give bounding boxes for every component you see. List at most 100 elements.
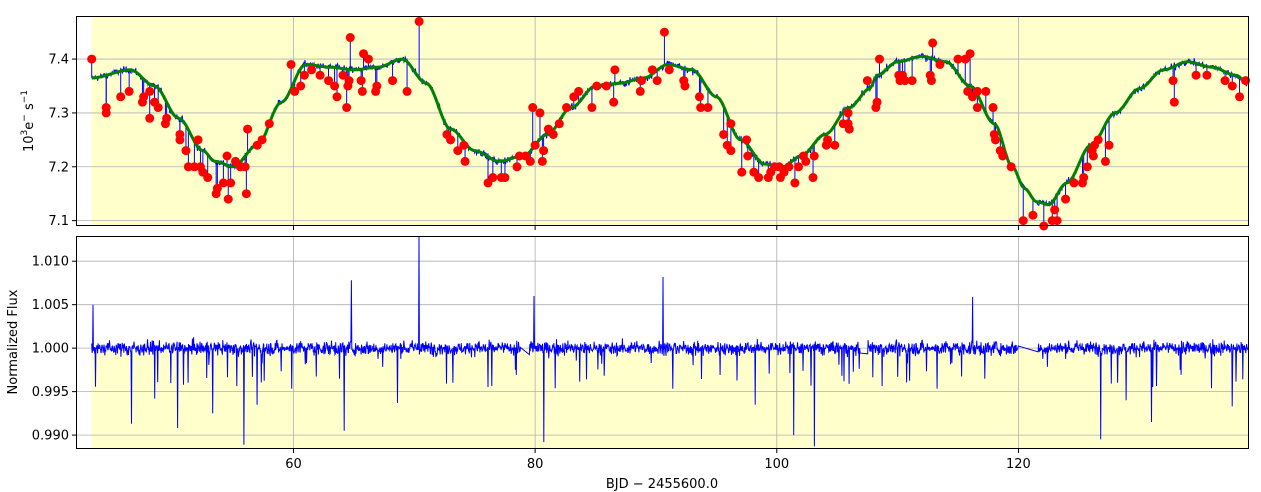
outlier-point (101, 108, 111, 118)
outlier-point (315, 70, 325, 80)
outlier-point (554, 119, 564, 129)
outlier-point (535, 108, 545, 118)
outlier-point (900, 76, 910, 86)
top-y-tick-label: 7.1 (48, 214, 69, 229)
outlier-point (647, 65, 657, 75)
outlier-point (87, 54, 97, 64)
outlier-point (935, 59, 945, 69)
outlier-point (754, 173, 764, 183)
top-grid (76, 16, 1248, 226)
top-trend-line (91, 54, 1248, 207)
outlier-point (402, 86, 412, 96)
bottom-y-tick-label: 1.010 (32, 255, 69, 270)
outlier-point (139, 92, 149, 102)
bottom-normalized-panel: 0.990 0.995 1.000 1.005 1.010 60 80 100 120 Nor… (6, 236, 1249, 492)
outlier-point (1100, 156, 1110, 166)
outlier-point (307, 65, 317, 75)
top-x-ticks (292, 226, 1019, 230)
outlier-point (296, 81, 306, 91)
outlier-point (1061, 194, 1071, 204)
outlier-point (926, 76, 936, 86)
outlier-point (1028, 210, 1038, 220)
outlier-point (372, 81, 382, 91)
outlier-point (286, 59, 296, 69)
outlier-point (562, 103, 572, 113)
outlier-point (981, 86, 991, 96)
outlier-point (116, 92, 126, 102)
outlier-point (243, 124, 253, 134)
outlier-point (1241, 76, 1251, 86)
top-flux-panel: 7.1 7.2 7.3 7.4 103e− s−1 (20, 16, 1251, 231)
bottom-axes-frame (76, 236, 1249, 449)
bottom-y-axis-label: Normalized Flux (6, 289, 21, 394)
outlier-point (1104, 140, 1114, 150)
outlier-point (1050, 205, 1060, 215)
outlier-point (1202, 70, 1212, 80)
outlier-point (1191, 70, 1201, 80)
outlier-point (175, 135, 185, 145)
outlier-point (459, 140, 469, 150)
outlier-point (537, 156, 547, 166)
outlier-point (460, 156, 470, 166)
outlier-point (664, 65, 674, 75)
outlier-point (414, 16, 424, 26)
outlier-point (636, 76, 646, 86)
outlier-point (145, 86, 155, 96)
outlier-point (953, 54, 963, 64)
outlier-point (257, 135, 267, 145)
outlier-point (1235, 92, 1245, 102)
top-axes-frame (76, 16, 1249, 226)
outlier-point (453, 146, 463, 156)
outlier-point (539, 146, 549, 156)
outlier-point (928, 38, 938, 48)
outlier-point (240, 162, 250, 172)
outlier-point (1006, 162, 1016, 172)
outlier-point (500, 173, 510, 183)
outlier-point (609, 97, 619, 107)
bottom-y-ticks: 0.990 0.995 1.000 1.005 1.010 (32, 255, 76, 444)
outlier-point (874, 54, 884, 64)
outlier-point (162, 113, 172, 123)
outlier-point (743, 151, 753, 161)
outlier-point (124, 86, 134, 96)
bottom-y-tick-label: 1.000 (32, 342, 69, 357)
bottom-x-tick-label: 60 (285, 457, 302, 472)
outlier-point (1082, 162, 1092, 172)
outlier-point (290, 86, 300, 96)
bottom-x-ticks: 60 80 100 120 (285, 449, 1031, 472)
outlier-point (659, 27, 669, 37)
outlier-point (223, 194, 233, 204)
outlier-point (742, 135, 752, 145)
outlier-point (844, 124, 854, 134)
outlier-point (808, 173, 818, 183)
outlier-point (823, 135, 833, 145)
top-y-tick-label: 7.2 (48, 160, 69, 175)
bottom-normalized-line (91, 236, 1249, 447)
outlier-point (548, 129, 558, 139)
outlier-point (512, 162, 522, 172)
bottom-normalized-series (91, 236, 1249, 447)
outlier-point (726, 146, 736, 156)
outlier-point (218, 178, 228, 188)
outlier-point (1227, 81, 1237, 91)
outlier-point (212, 183, 222, 193)
outlier-point (1220, 76, 1230, 86)
outlier-point (872, 97, 882, 107)
outlier-point (680, 81, 690, 91)
outlier-point (1079, 173, 1089, 183)
bottom-fill-rect (91, 348, 1248, 449)
outlier-point (990, 135, 1000, 145)
outlier-point (1169, 97, 1179, 107)
outlier-point (363, 54, 373, 64)
outlier-point (830, 140, 840, 150)
outlier-point (1088, 151, 1098, 161)
outlier-point (193, 135, 203, 145)
outlier-point (601, 81, 611, 91)
bottom-y-tick-label: 0.995 (32, 385, 69, 400)
outlier-point (1018, 216, 1028, 226)
outlier-point (694, 92, 704, 102)
outlier-point (356, 76, 366, 86)
outlier-point (222, 151, 232, 161)
outlier-point (226, 178, 236, 188)
